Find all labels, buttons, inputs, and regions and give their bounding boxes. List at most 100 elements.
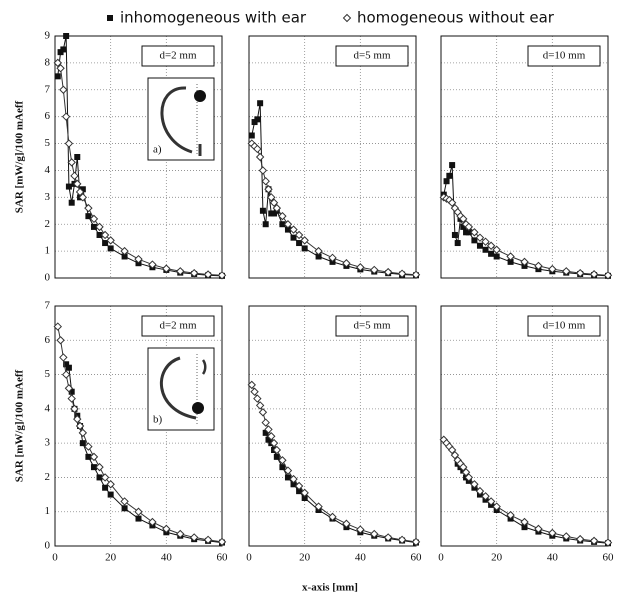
marker [470,228,479,237]
legend-label: inhomogeneous with ear [120,9,307,27]
marker [148,517,157,527]
marker [460,223,467,230]
marker [272,203,282,213]
marker [471,237,478,244]
marker [562,532,571,541]
marker [506,252,515,261]
marker [575,268,585,278]
x-axis-label: x-axis [mm] [302,582,358,594]
marker [269,438,279,448]
marker [261,418,270,427]
marker [521,524,528,531]
marker [290,481,297,488]
marker [446,172,453,179]
x-tick-label: 0 [52,552,58,564]
marker [121,505,128,512]
marker [148,260,157,269]
y-tick-label: 2 [45,471,51,483]
marker [383,533,393,542]
marker [67,158,76,167]
annotation: d=10 mm [543,320,586,332]
inset-head [160,86,193,154]
x-tick-label: 40 [355,552,367,564]
marker [68,199,75,206]
marker [189,268,199,278]
marker [54,73,61,80]
marker [520,257,529,267]
legend-label: homogeneous without ear [357,9,555,27]
marker [301,495,308,501]
marker [90,464,97,471]
marker [272,445,282,455]
marker [217,271,227,280]
marker [53,322,62,331]
x-tick-label: 60 [217,552,229,564]
marker [269,198,279,207]
marker [107,491,114,498]
marker [107,15,113,21]
marker [267,193,276,202]
marker [73,414,82,424]
marker [253,394,262,403]
marker [84,203,93,213]
y-tick-label: 0 [45,540,51,552]
marker [279,464,286,471]
y-tick-label: 5 [45,368,51,380]
marker [121,253,128,260]
marker [548,264,557,274]
marker [488,250,495,257]
marker [459,214,468,224]
marker [486,497,496,506]
plot-frame [248,305,417,547]
marker [217,537,227,547]
marker [289,225,298,234]
marker [342,519,351,528]
marker [61,112,71,121]
x-tick-label: 60 [411,552,423,564]
annotation-box [141,45,215,67]
marker [74,154,81,160]
marker [107,245,114,252]
marker [253,144,262,154]
y-tick-label: 6 [45,110,51,122]
marker [450,450,460,460]
marker [59,85,68,94]
plot-frame [54,305,223,547]
marker [75,421,85,431]
marker [451,231,458,238]
marker [120,497,129,506]
marker [294,230,304,240]
marker [314,246,323,256]
marker [470,480,479,489]
marker [120,246,129,256]
inset-label: b) [153,414,163,426]
annotation-box [527,315,601,337]
marker [273,453,280,460]
marker [296,488,303,495]
marker [264,185,273,194]
marker [248,132,255,139]
y-tick-label: 8 [45,56,51,68]
marker [342,13,352,23]
marker [56,64,65,73]
marker [262,429,269,436]
marker [100,230,110,240]
marker [356,263,365,272]
marker [534,261,543,271]
plot-frame [248,35,417,279]
marker [53,58,62,68]
marker [278,211,287,221]
marker [162,264,171,273]
marker [603,271,613,280]
marker [106,480,115,489]
marker [534,524,543,534]
marker [59,353,68,362]
marker [370,265,379,275]
marker [89,214,99,224]
marker [459,462,468,472]
inset-source [192,402,204,414]
y-tick-label: 1 [45,245,51,257]
marker [264,425,273,434]
